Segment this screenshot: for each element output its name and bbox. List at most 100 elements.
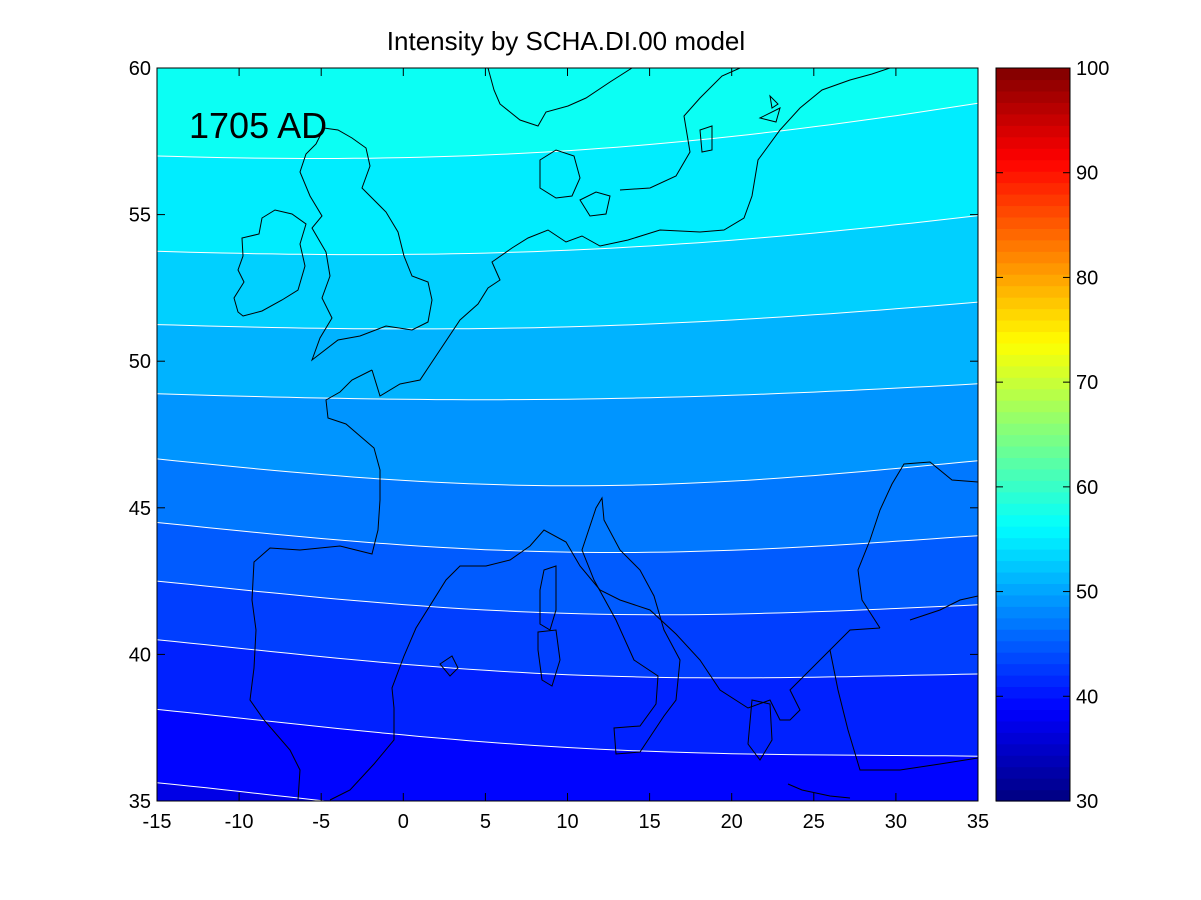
y-tick-label: 45 [129,498,151,520]
colorbar-step [996,560,1070,573]
colorbar-tick-label: 50 [1076,582,1098,604]
coastline-islands [439,94,781,761]
colorbar-step [996,79,1070,92]
colorbar-step [996,652,1070,665]
colorbar-step [996,216,1070,229]
coastline-balkans-turkey [787,461,978,799]
colorbar: 100 90 80 70 60 50 40 30 [995,58,1109,813]
colorbar-step [996,663,1070,676]
x-tick-label: 0 [398,811,409,833]
contour-lines [157,102,978,801]
colorbar-step [996,617,1070,630]
colorbar-step [996,491,1070,504]
colorbar-step [996,571,1070,584]
colorbar-step [996,262,1070,275]
coastline-scandinavia [487,68,741,217]
y-tick-label: 60 [129,58,151,80]
colorbar-step [996,549,1070,562]
x-tick-label: 5 [480,811,491,833]
colorbar-step [996,182,1070,195]
colorbar-step [996,193,1070,207]
colorbar-step [996,778,1070,791]
contour-line [157,102,978,159]
x-tick-label: 10 [556,811,578,833]
colorbar-step [996,136,1070,149]
colorbar-step [996,274,1070,287]
colorbar-step [996,480,1070,493]
colorbar-step [996,205,1070,218]
colorbar-step [996,125,1070,138]
chart-title: Intensity by SCHA.DI.00 model [387,26,745,56]
x-tick-label: 30 [885,811,907,833]
colorbar-tick-label: 40 [1076,686,1098,708]
colorbar-step [996,766,1070,779]
colorbar-step [996,297,1070,310]
x-tick-label: 15 [638,811,660,833]
colorbar-step [996,400,1070,413]
contour-line [157,708,978,757]
colorbar-step [996,90,1070,103]
colorbar-step [996,720,1070,733]
x-tick-label: 20 [721,811,743,833]
contour-line [157,383,978,401]
contour-line [157,301,978,330]
intensity-bands [157,68,978,801]
x-tick-label: 35 [967,811,989,833]
colorbar-step [996,331,1070,344]
colorbar-step [996,377,1070,390]
y-tick-label: 50 [129,351,151,373]
colorbar-step [996,239,1070,252]
colorbar-axis: 100 90 80 70 60 50 40 30 [996,58,1109,813]
colorbar-tick-label: 80 [1076,267,1098,289]
x-tick-label: -5 [312,811,330,833]
coastline-ireland [233,209,307,317]
colorbar-step [996,113,1070,126]
intensity-band [157,709,978,801]
plot-area: 1705 AD [156,67,979,802]
colorbar-step [996,102,1070,115]
coastline-continent-north [371,68,978,397]
colorbar-tick-label: 70 [1076,372,1098,394]
x-tick-label: 25 [803,811,825,833]
colorbar-frame [995,67,1071,802]
colorbar-step [996,388,1070,401]
colorbar-step [996,423,1070,436]
contour-line [157,639,978,679]
colorbar-step [996,686,1070,699]
colorbar-tick-label: 90 [1076,163,1098,185]
colorbar-step [996,171,1070,184]
colorbar-step [996,319,1070,333]
x-tick-label: -15 [143,811,172,833]
colorbar-step [996,457,1070,470]
colorbar-step [996,743,1070,756]
x-tick-label: -10 [225,811,254,833]
colorbar-step [996,342,1070,355]
contour-line [157,215,978,256]
contour-line [157,522,978,553]
y-tick-label: 55 [129,205,151,227]
colorbar-step [996,503,1070,516]
colorbar-step [996,697,1070,710]
colorbar-step [996,629,1070,642]
colorbar-tick-label: 30 [1076,791,1098,813]
colorbar-tick-label: 60 [1076,477,1098,499]
colorbar-tick-label: 100 [1076,58,1109,80]
colorbar-step [996,68,1070,81]
colorbar-step [996,594,1070,607]
colorbar-step [996,514,1070,527]
coastline-britain [299,127,433,362]
colorbar-step [996,755,1070,768]
coastline-italy [537,496,681,755]
colorbar-step [996,606,1070,619]
colorbar-step [996,526,1070,539]
colorbar-gradient [996,68,1070,802]
colorbar-step [996,434,1070,447]
coastlines [233,68,978,801]
colorbar-step [996,537,1070,550]
colorbar-step [996,285,1070,298]
colorbar-step [996,675,1070,688]
colorbar-step [996,789,1070,802]
colorbar-step [996,354,1070,367]
year-annotation: 1705 AD [189,105,327,146]
